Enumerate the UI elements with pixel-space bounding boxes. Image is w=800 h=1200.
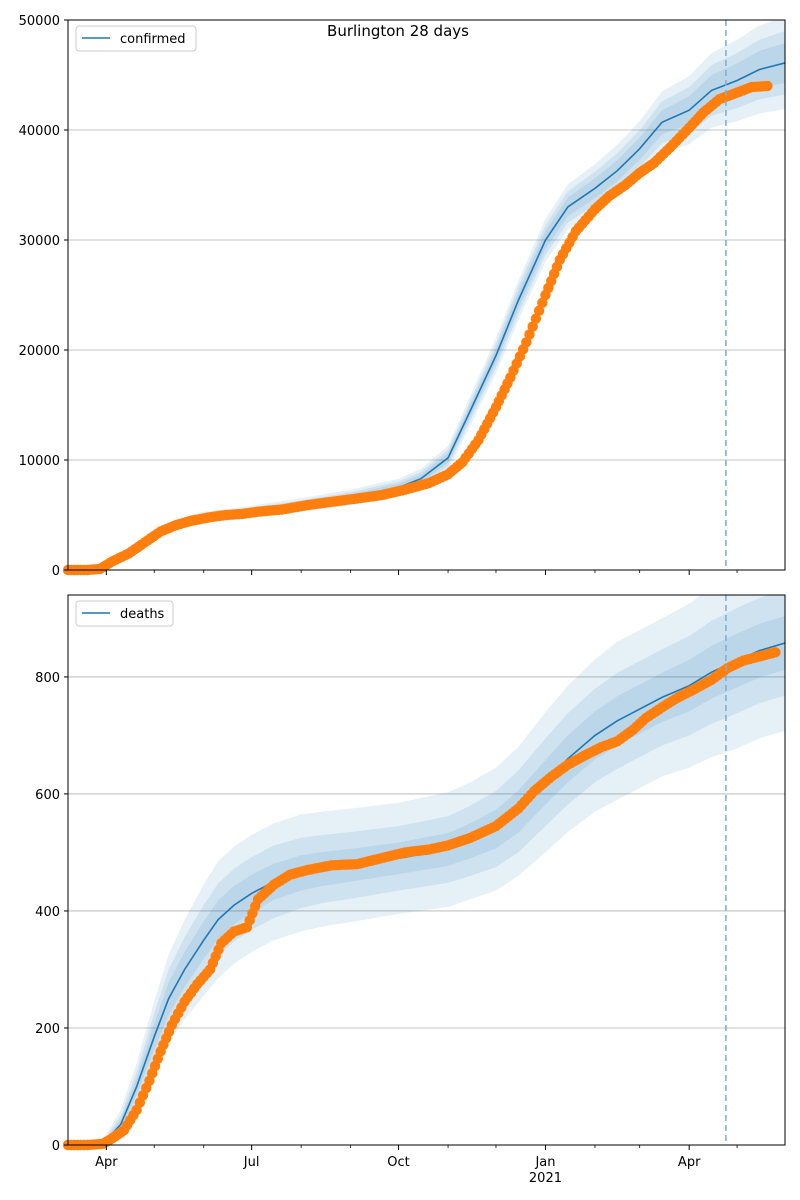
x-tick-label: Jul <box>243 1155 260 1170</box>
y-tick-label: 800 <box>35 671 60 686</box>
y-tick-label: 400 <box>35 905 60 920</box>
y-tick-label: 20000 <box>19 344 60 359</box>
y-tick-label: 50000 <box>19 14 60 29</box>
confidence-band-middle <box>68 595 785 1145</box>
observed-point <box>530 313 542 324</box>
confidence-band-outer <box>68 595 785 1145</box>
confidence-band-outer <box>68 20 785 570</box>
y-tick-label: 0 <box>52 1139 60 1154</box>
observed-point <box>527 321 538 332</box>
x-tick-label: Oct <box>387 1155 409 1170</box>
y-tick-label: 10000 <box>19 454 60 469</box>
legend-label-deaths: deaths <box>120 607 165 622</box>
y-tick-label: 30000 <box>19 234 60 249</box>
y-tick-label: 600 <box>35 788 60 803</box>
x-tick-label: Apr <box>678 1155 701 1170</box>
observed-point <box>537 297 548 309</box>
y-tick-label: 200 <box>35 1022 60 1037</box>
observed-point <box>770 647 781 658</box>
confidence-band-middle <box>68 31 785 570</box>
legend-label-confirmed: confirmed <box>120 32 186 47</box>
y-tick-label: 0 <box>52 564 60 579</box>
deaths-legend: deaths <box>75 600 174 627</box>
confirmed-legend: confirmed <box>75 25 197 52</box>
y-tick-label: 40000 <box>19 124 60 139</box>
confirmed-observed-points <box>62 80 773 576</box>
deaths-axes-frame <box>67 594 786 1146</box>
confirmed-axes-frame <box>67 19 786 571</box>
x-tick-label: Jan <box>534 1155 555 1170</box>
deaths-y-axis: 0 200 400 600 800 <box>35 671 68 1154</box>
observed-point <box>533 305 545 316</box>
confidence-band-inner <box>68 43 785 570</box>
x-tick-sublabel: 2021 <box>529 1171 562 1186</box>
confirmed-panel: 0 10000 20000 30000 40000 50000 confirmed <box>19 14 786 579</box>
confirmed-bands <box>68 20 785 570</box>
confirmed-grid <box>68 129 785 461</box>
confirmed-x-ticks <box>105 570 738 575</box>
deaths-observed-points <box>62 647 781 1151</box>
observed-point <box>524 329 535 340</box>
x-tick-label: Apr <box>95 1155 118 1170</box>
observed-point <box>762 80 773 92</box>
observed-point <box>521 337 532 348</box>
confirmed-y-axis: 0 10000 20000 30000 40000 50000 <box>19 14 68 579</box>
figure-title: Burlington 28 days <box>327 22 469 40</box>
deaths-grid <box>68 676 785 1029</box>
